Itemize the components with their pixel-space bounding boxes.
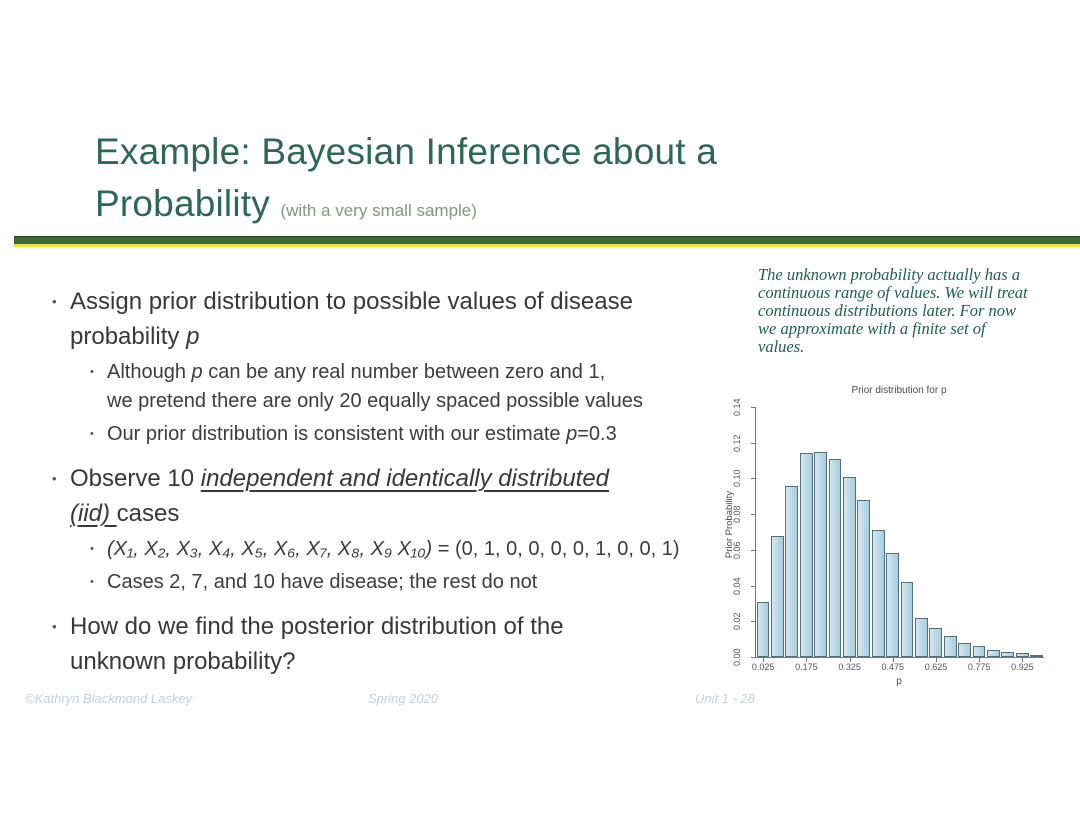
slide-title: Example: Bayesian Inference about a Prob… xyxy=(95,126,875,237)
bar xyxy=(1015,653,1029,657)
bullet-text: Although p can be any real number betwee… xyxy=(107,361,643,412)
y-axis-tick-label: 0.12 xyxy=(732,433,742,452)
bullet-item: • (X₁, X₂, X₃, X₄, X₅, X₆, X₇, X₈, X₉ X₁₀… xyxy=(40,535,730,564)
x-axis-tick xyxy=(806,657,808,662)
title-line-2: Probability (with a very small sample) xyxy=(95,178,875,237)
x-axis-tick-label: 0.175 xyxy=(795,662,818,672)
x-axis-tick xyxy=(892,657,894,662)
bar xyxy=(972,646,986,657)
bullet-marker: • xyxy=(52,619,57,634)
bullet-item: • Cases 2, 7, and 10 have disease; the re… xyxy=(40,568,730,597)
bullet-marker: • xyxy=(90,543,94,555)
x-axis-tick xyxy=(936,657,937,662)
bullet-list: • Assign prior distribution to possible v… xyxy=(40,278,730,679)
bar xyxy=(756,601,770,657)
footer-unit-page: Unit 1 - 28 xyxy=(695,691,755,706)
title-subtitle: (with a very small sample) xyxy=(280,201,477,220)
x-axis-tick-label: 0.325 xyxy=(838,662,861,672)
bar xyxy=(886,553,900,657)
bar xyxy=(828,458,842,657)
slide-footer: ©Kathryn Blackmond Laskey Spring 2020 Un… xyxy=(0,691,1080,709)
bullet-text: Our prior distribution is consistent wit… xyxy=(107,423,617,445)
y-axis-tick xyxy=(751,478,756,480)
bullet-marker: • xyxy=(52,294,57,309)
y-axis-tick-label: 0.14 xyxy=(732,398,742,416)
bullet-item: • Our prior distribution is consistent wi… xyxy=(40,420,730,449)
chart-title: Prior distribution for p xyxy=(851,385,947,396)
x-axis-tick xyxy=(979,657,981,662)
x-axis-tick-label: 0.025 xyxy=(751,662,775,672)
bullet-marker: • xyxy=(90,428,94,440)
bullet-text: Cases 2, 7, and 10 have disease; the res… xyxy=(107,571,538,593)
title-line-1: Example: Bayesian Inference about a xyxy=(95,131,717,172)
bullet-marker: • xyxy=(52,471,57,486)
y-axis-tick xyxy=(751,549,756,551)
bar xyxy=(843,476,856,657)
bullet-text: Assign prior distribution to possible va… xyxy=(70,288,633,350)
y-axis-tick-label: 0.02 xyxy=(732,612,742,631)
bar xyxy=(1030,655,1044,657)
bullet-item: • Although p can be any real number betwe… xyxy=(40,358,730,416)
title-line-2-text: Probability xyxy=(95,183,270,224)
bar xyxy=(929,628,943,657)
bar xyxy=(987,649,1000,657)
y-axis-tick-label: 0.08 xyxy=(732,505,742,523)
x-axis-tick-label: 0.925 xyxy=(1011,662,1034,672)
bar xyxy=(785,485,799,657)
bullet-text: Observe 10 independent and identically d… xyxy=(70,465,610,527)
bullet-marker: • xyxy=(90,576,94,588)
y-axis-tick-label: 0.06 xyxy=(732,541,742,559)
x-axis-tick-label: 0.775 xyxy=(967,662,991,672)
y-axis-tick xyxy=(751,621,756,623)
bar xyxy=(799,453,813,657)
y-axis-tick xyxy=(751,657,756,658)
footer-author: ©Kathryn Blackmond Laskey xyxy=(25,691,193,706)
y-axis-tick-label: 0.04 xyxy=(732,576,742,595)
chart-plot: 0.00 0.02 0.04 0.06 0.08 0.10 0.12 0.14 0.025 0.1… xyxy=(732,398,1044,672)
bullet-item: • Observe 10 independent and identically … xyxy=(40,461,730,531)
bullet-item: • How do we find the posterior distributi… xyxy=(40,609,730,679)
bar xyxy=(958,642,972,657)
y-axis-tick xyxy=(751,442,756,444)
bar xyxy=(1001,651,1015,657)
bullet-item: • Assign prior distribution to possible v… xyxy=(40,284,730,354)
x-axis-tick xyxy=(849,657,851,662)
x-axis-tick xyxy=(1022,657,1024,662)
y-axis-tick xyxy=(751,585,756,587)
x-axis-tick-label: 0.475 xyxy=(881,662,905,672)
bar xyxy=(900,582,914,657)
x-axis-tick xyxy=(763,657,765,662)
prior-distribution-chart: Prior distribution for p Prior Probabili… xyxy=(718,383,1070,695)
bullet-marker: • xyxy=(90,366,94,378)
bar xyxy=(814,451,828,657)
chart-x-axis-label: p xyxy=(896,676,902,687)
bar xyxy=(771,535,784,657)
bullet-text: How do we find the posterior distributio… xyxy=(70,613,564,675)
margin-note: The unknown probability actually has a c… xyxy=(758,265,1028,356)
y-axis-tick xyxy=(751,407,756,408)
bar xyxy=(871,530,885,657)
bar xyxy=(915,617,928,657)
bar xyxy=(857,499,871,657)
y-axis-tick xyxy=(751,514,756,516)
divider-green-bar xyxy=(14,236,1080,244)
divider-yellow-bar xyxy=(14,244,1080,247)
y-axis-tick-label: 0.10 xyxy=(732,469,742,488)
y-axis-tick-label: 0.00 xyxy=(732,648,742,666)
x-axis-tick-label: 0.625 xyxy=(924,662,948,672)
bar xyxy=(943,635,957,657)
bullet-text: (X₁, X₂, X₃, X₄, X₅, X₆, X₇, X₈, X₉ X₁₀)… xyxy=(107,538,680,560)
title-divider xyxy=(14,236,1080,247)
footer-term: Spring 2020 xyxy=(368,691,439,706)
